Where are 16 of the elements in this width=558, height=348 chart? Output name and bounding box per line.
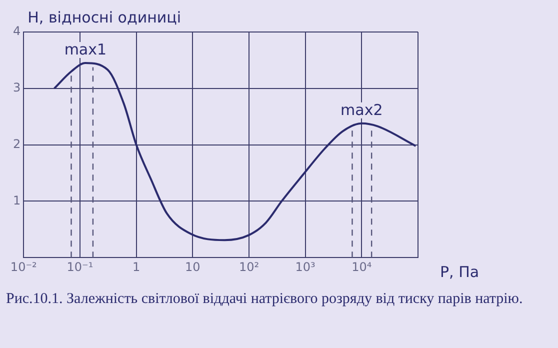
x-tick-label: 10⁻¹ bbox=[66, 260, 94, 274]
annotation: max1 bbox=[64, 40, 107, 58]
x-tick-label: 10⁴ bbox=[352, 260, 372, 274]
x-tick-label: 10² bbox=[238, 260, 260, 274]
x-tick-label: 10³ bbox=[295, 260, 316, 274]
text: Рис.10.1. Залежність світлової віддачі натрієвого розряду від тиску парів натрію. bbox=[6, 290, 524, 309]
x-tick-label: 10⁻² bbox=[10, 260, 38, 274]
y-tick-label: 1 bbox=[12, 193, 21, 208]
x-tick-label: 10 bbox=[185, 260, 200, 274]
y-tick-label: 3 bbox=[12, 80, 21, 95]
x-axis-title: P, Па bbox=[440, 262, 480, 281]
y-tick-label: 2 bbox=[12, 136, 21, 151]
annotation: max2 bbox=[340, 100, 383, 119]
x-tick-label: 1 bbox=[132, 260, 140, 274]
y-tick-label: 4 bbox=[12, 24, 21, 38]
y-axis-title: H, відносні одиниці bbox=[28, 8, 182, 26]
